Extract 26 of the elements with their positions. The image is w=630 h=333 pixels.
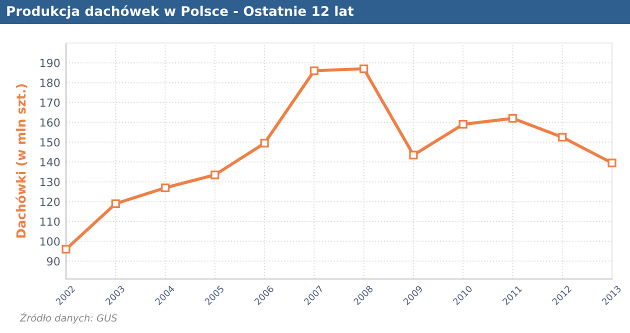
point	[160, 183, 170, 192]
point	[310, 66, 318, 76]
y-tick-label: 150	[40, 138, 60, 147]
y-tick-label: 110	[40, 217, 60, 226]
y-tick-label: 170	[40, 98, 60, 107]
text: Źródło danych: GUS	[20, 312, 118, 324]
point	[360, 64, 368, 74]
y-axis-title: Dachówki (w mln szt.)	[16, 84, 28, 238]
point	[558, 132, 567, 142]
point	[260, 138, 269, 148]
point	[62, 244, 70, 254]
point	[111, 199, 120, 208]
y-tick-label: 100	[40, 237, 60, 246]
y-tick-label: 120	[40, 198, 60, 206]
y-tick-label: 180	[40, 78, 60, 88]
chart-title: Produkcja dachówek w Polsce - Ostatnie 12 lat	[7, 5, 354, 19]
point	[409, 150, 418, 160]
y-tick-label: 160	[40, 118, 60, 127]
point	[508, 114, 518, 123]
point	[458, 120, 468, 129]
point	[210, 170, 220, 180]
y-tick-label: 90	[47, 257, 60, 266]
y-tick-label: 190	[40, 58, 60, 68]
y-tick-label: 140	[40, 158, 60, 166]
y-tick-label: 130	[40, 178, 60, 186]
point	[608, 158, 616, 168]
